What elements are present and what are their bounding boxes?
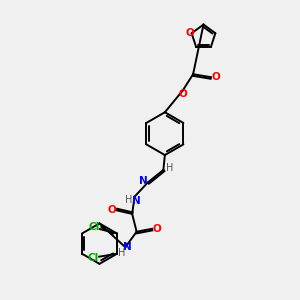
Text: N: N bbox=[132, 196, 140, 206]
Text: O: O bbox=[186, 28, 194, 38]
Text: H: H bbox=[118, 248, 125, 257]
Text: O: O bbox=[211, 72, 220, 82]
Text: H: H bbox=[125, 195, 132, 205]
Text: O: O bbox=[108, 205, 116, 215]
Text: N: N bbox=[123, 242, 132, 252]
Text: Cl: Cl bbox=[88, 222, 99, 232]
Text: N: N bbox=[140, 176, 148, 186]
Text: H: H bbox=[166, 164, 174, 173]
Text: O: O bbox=[152, 224, 161, 234]
Text: Cl: Cl bbox=[88, 253, 99, 263]
Text: O: O bbox=[178, 89, 187, 99]
